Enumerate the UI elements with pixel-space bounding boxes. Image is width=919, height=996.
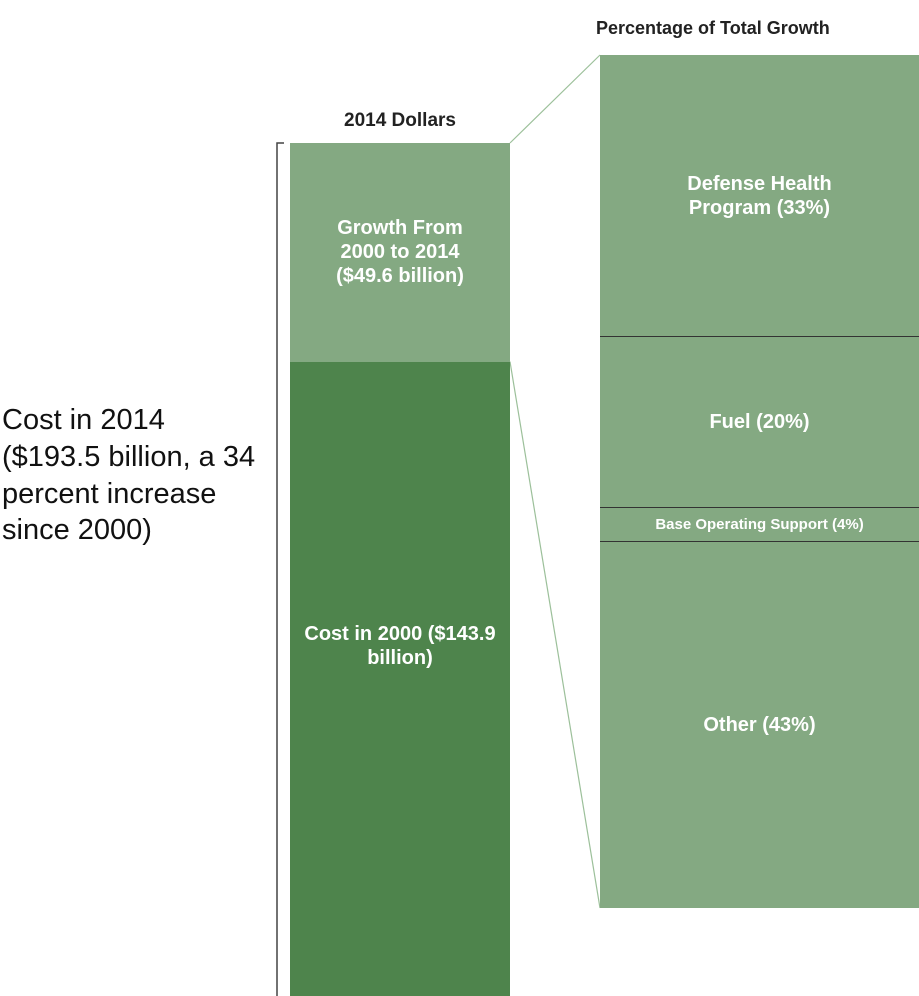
bracket xyxy=(276,142,284,996)
category-label: Cost in 2000 xyxy=(304,622,423,645)
segment-label: Cost in 2000 ($143.9 billion) xyxy=(300,622,500,670)
connector xyxy=(509,54,601,144)
annotation: Cost in 2014 ($193.5 billion, a 34 perce… xyxy=(2,404,256,547)
value-label: (43%) xyxy=(762,714,816,737)
value-label: (20%) xyxy=(756,411,810,434)
category-label: Growth From 2000 to 2014 xyxy=(337,217,463,264)
value-label: (4%) xyxy=(832,515,864,533)
bar-segment: Cost in 2000 ($143.9 billion) xyxy=(290,361,510,996)
category-label: Other xyxy=(703,714,757,737)
bar-title: 2014 Dollars xyxy=(344,110,456,131)
category-label: Defense Health Program xyxy=(687,172,832,219)
breakdown-segment: Fuel (20%) xyxy=(600,336,919,508)
value-label: ($49.6 billion) xyxy=(336,265,464,288)
segment-label: Defense Health Program (33%) xyxy=(665,172,855,220)
breakdown-segment: Other (43%) xyxy=(600,541,919,908)
segment-label: Base Operating Support (4%) xyxy=(600,516,919,534)
value-label: ($143.9 billion) xyxy=(367,622,496,669)
breakdown-segment: Defense Health Program (33%) xyxy=(600,55,919,337)
segment-label: Growth From 2000 to 2014 ($49.6 billion) xyxy=(313,216,488,288)
value-label: (33%) xyxy=(776,196,831,219)
category-label: Base Operating Support xyxy=(655,515,828,533)
connector xyxy=(509,361,601,909)
category-label: Fuel xyxy=(709,411,751,434)
bar-segment: Growth From 2000 to 2014 ($49.6 billion) xyxy=(290,143,510,362)
segment-label: Other (43%) xyxy=(665,713,855,737)
segment-label: Fuel (20%) xyxy=(665,410,855,434)
breakdown-segment: Base Operating Support (4%) xyxy=(600,507,919,542)
breakdown-title: Percentage of Total Growth xyxy=(596,18,830,38)
